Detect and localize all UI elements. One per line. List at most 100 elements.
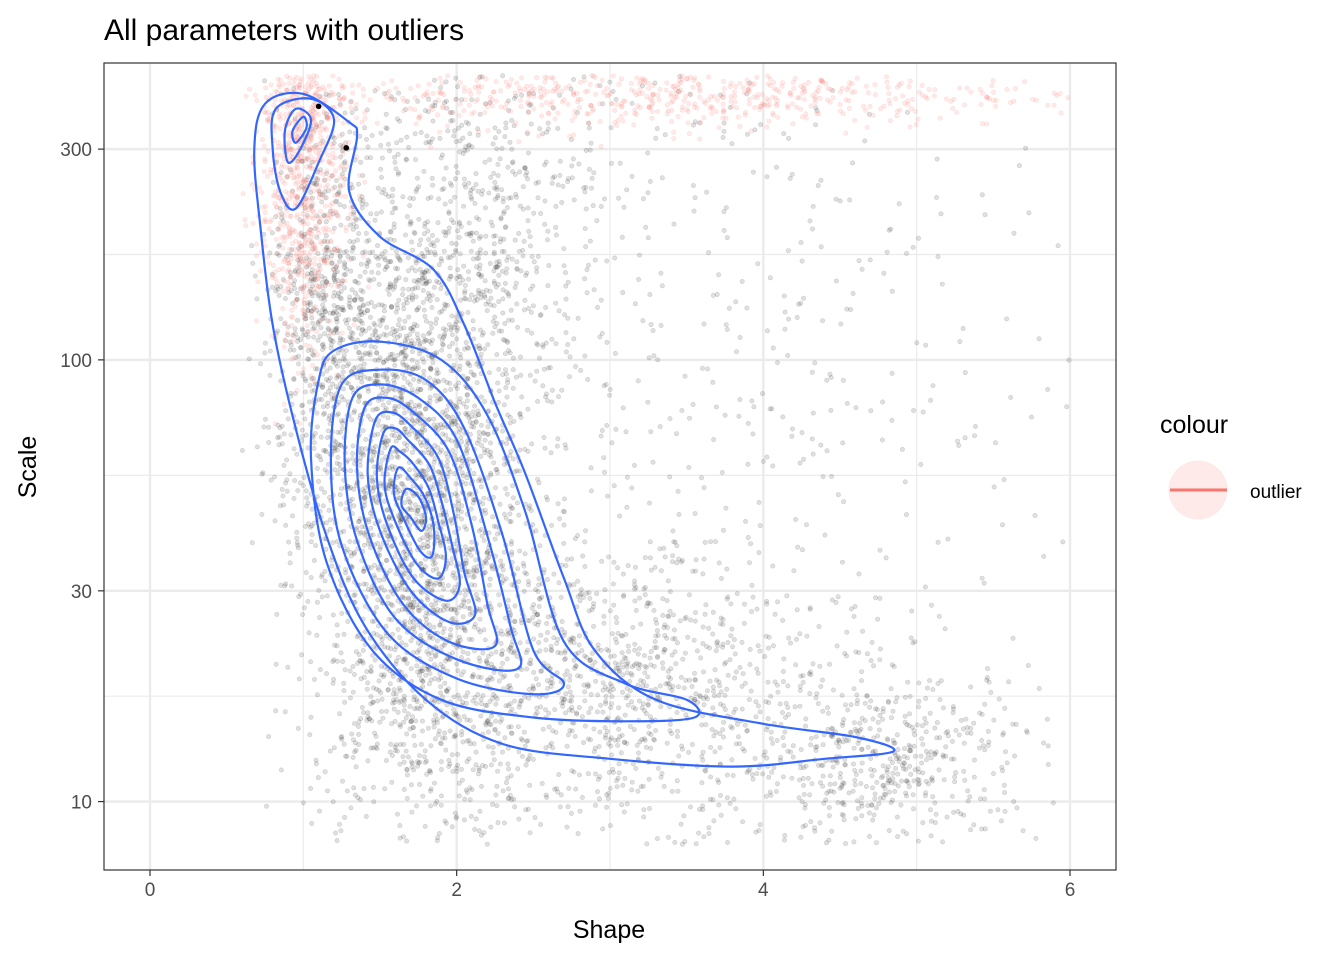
data-point	[371, 572, 377, 578]
data-point	[762, 749, 768, 755]
data-point	[447, 254, 453, 260]
data-point	[963, 716, 969, 722]
data-point	[915, 235, 921, 241]
data-point	[768, 736, 774, 742]
data-point	[654, 628, 660, 634]
data-point	[473, 816, 479, 822]
data-point	[375, 540, 381, 546]
data-point	[463, 694, 469, 700]
data-point	[745, 461, 751, 467]
data-point	[431, 662, 437, 668]
data-point	[326, 507, 332, 513]
data-point	[279, 486, 285, 492]
data-point	[928, 833, 934, 839]
data-point	[615, 775, 621, 781]
data-point	[416, 760, 422, 766]
data-point	[345, 317, 351, 323]
data-point	[332, 467, 338, 473]
data-point	[998, 818, 1004, 824]
data-point	[405, 711, 411, 717]
data-point	[396, 317, 402, 323]
data-point	[886, 789, 892, 795]
data-point	[377, 544, 383, 550]
data-point	[624, 685, 630, 691]
data-point	[986, 679, 992, 685]
data-point	[592, 745, 598, 751]
data-point	[669, 687, 675, 693]
data-point	[900, 828, 906, 834]
data-point	[327, 413, 333, 419]
data-point	[797, 687, 803, 693]
data-point	[382, 445, 388, 451]
data-point	[409, 809, 415, 815]
data-point	[413, 472, 419, 478]
data-point	[782, 714, 788, 720]
data-point	[453, 457, 459, 463]
data-point	[458, 766, 464, 772]
data-point	[724, 566, 730, 572]
data-point	[647, 539, 653, 545]
data-point	[482, 558, 488, 564]
data-point	[370, 407, 376, 413]
data-point	[1041, 740, 1047, 746]
data-point	[439, 337, 445, 343]
data-point	[757, 822, 763, 828]
data-point	[263, 803, 269, 809]
data-point	[363, 446, 369, 452]
data-point	[673, 431, 679, 437]
data-point	[388, 741, 394, 747]
data-point	[337, 358, 343, 364]
data-point	[356, 518, 362, 524]
data-point	[414, 511, 420, 517]
data-point	[531, 602, 537, 608]
data-point	[567, 728, 573, 734]
data-point	[376, 281, 382, 287]
data-point	[387, 477, 393, 483]
data-point	[338, 486, 344, 492]
data-point	[478, 713, 484, 719]
data-point	[266, 424, 272, 430]
data-point	[895, 834, 901, 840]
data-point	[412, 507, 418, 513]
data-point	[808, 819, 814, 825]
data-point	[425, 450, 431, 456]
data-point	[335, 411, 341, 417]
data-point	[571, 635, 577, 641]
data-point	[740, 746, 746, 752]
data-point	[412, 285, 418, 291]
data-point	[361, 374, 367, 380]
data-point	[330, 799, 336, 805]
data-point	[388, 258, 394, 264]
data-point	[888, 226, 894, 232]
data-point	[503, 576, 509, 582]
data-point	[898, 778, 904, 784]
data-point	[757, 523, 763, 529]
data-point	[438, 661, 444, 667]
data-point	[447, 265, 453, 271]
data-point	[337, 254, 343, 260]
data-point	[567, 374, 573, 380]
data-point	[546, 724, 552, 730]
data-point	[340, 386, 346, 392]
data-point	[295, 317, 301, 323]
data-point	[820, 773, 826, 779]
data-point	[347, 668, 353, 674]
data-point	[426, 622, 432, 628]
data-point	[697, 693, 703, 699]
data-point	[842, 650, 848, 656]
data-point	[466, 568, 472, 574]
data-point	[525, 578, 531, 584]
data-point	[514, 673, 520, 679]
data-point	[320, 404, 326, 410]
data-point	[322, 297, 328, 303]
data-point	[868, 658, 874, 664]
data-point	[798, 673, 804, 679]
data-point	[451, 694, 457, 700]
data-point	[348, 553, 354, 559]
data-point	[370, 488, 376, 494]
data-point	[981, 787, 987, 793]
data-point	[884, 249, 890, 255]
data-point	[565, 279, 571, 285]
data-point	[473, 182, 479, 188]
data-point	[341, 528, 347, 534]
